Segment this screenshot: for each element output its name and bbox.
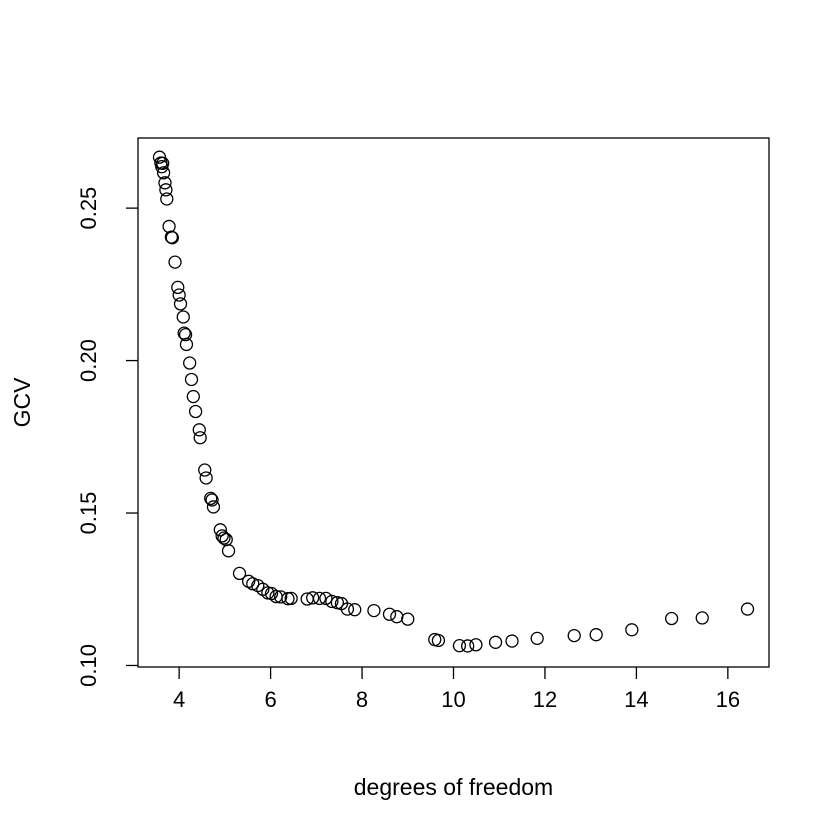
data-point [204, 491, 218, 506]
data-point [461, 639, 475, 653]
x-axis-label: degrees of freedom [354, 774, 553, 800]
data-point [156, 166, 171, 180]
data-point [159, 183, 173, 197]
y-axis-label: GCV [9, 377, 35, 428]
data-point [488, 635, 503, 649]
data-point [284, 591, 298, 606]
data-point [452, 639, 467, 653]
y-axis: 0.10 0.15 0.20 0.25 [76, 187, 138, 687]
data-point [340, 602, 355, 616]
data-point [165, 231, 179, 245]
y-tick-label: 0.15 [76, 492, 101, 535]
data-point [625, 623, 639, 637]
data-points [152, 150, 755, 653]
y-tick-label: 0.25 [76, 187, 101, 230]
data-point [215, 529, 229, 543]
data-point [306, 591, 320, 605]
data-point [221, 544, 236, 558]
data-point [740, 602, 755, 616]
data-point [158, 176, 172, 190]
data-point [530, 631, 544, 645]
y-tick-label: 0.10 [76, 644, 101, 687]
data-point [178, 328, 193, 342]
data-point [193, 431, 207, 445]
data-point [325, 594, 339, 609]
data-point [199, 471, 213, 485]
x-tick-label: 14 [624, 687, 648, 712]
y-tick-label: 0.20 [76, 339, 101, 382]
data-point [188, 404, 203, 419]
x-tick-label: 8 [356, 687, 368, 712]
data-point [274, 590, 288, 604]
data-point [664, 611, 679, 626]
data-point [172, 288, 186, 302]
data-point [401, 612, 415, 626]
data-point [206, 500, 221, 514]
x-axis: 4 6 8 10 12 14 16 [173, 667, 740, 712]
data-point [198, 463, 212, 477]
data-point [589, 628, 603, 642]
x-tick-label: 4 [173, 687, 185, 712]
data-point [567, 628, 581, 643]
data-point [173, 297, 188, 311]
data-point [205, 493, 219, 507]
data-point [469, 638, 483, 652]
x-tick-label: 16 [716, 687, 740, 712]
data-point [152, 150, 167, 164]
data-point [217, 531, 231, 545]
data-point [431, 633, 446, 648]
data-point [176, 310, 190, 324]
data-point [192, 423, 206, 437]
data-point [156, 156, 170, 170]
data-point [184, 372, 199, 387]
data-point [186, 389, 200, 404]
data-point [382, 607, 397, 621]
data-point [348, 603, 362, 617]
data-point [695, 611, 709, 625]
data-point [213, 523, 227, 537]
data-point [168, 255, 182, 269]
data-point [232, 566, 247, 581]
data-point [179, 337, 194, 352]
data-point [171, 280, 185, 295]
data-point [312, 591, 327, 606]
data-point [183, 356, 197, 370]
x-tick-label: 10 [441, 687, 465, 712]
data-point [160, 192, 174, 206]
x-tick-label: 6 [264, 687, 276, 712]
data-point [505, 634, 519, 648]
data-point [367, 603, 381, 618]
x-tick-label: 12 [533, 687, 557, 712]
